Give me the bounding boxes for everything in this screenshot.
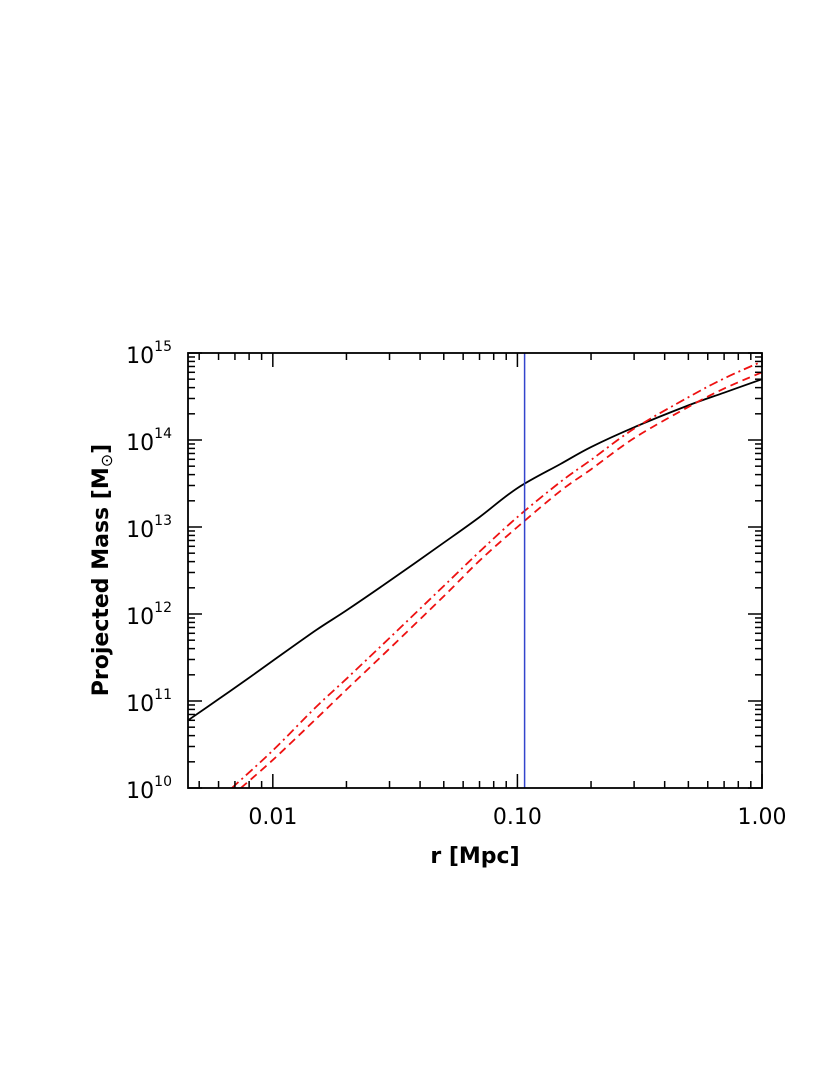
- y-tick-label: 1012: [126, 600, 172, 630]
- y-tick-exponent: 15: [154, 339, 172, 355]
- x-tick-label: 1.00: [738, 805, 787, 830]
- series-layer: [188, 360, 762, 788]
- y-tick-base: 10: [126, 605, 154, 630]
- series-line-solid: [188, 378, 762, 722]
- y-tick-label: 1010: [126, 774, 172, 804]
- series-line-dashdot: [231, 360, 762, 788]
- sun-symbol-icon: ⊙: [97, 454, 116, 467]
- y-tick-base: 10: [126, 344, 154, 369]
- y-axis-title: Projected Mass [M⊙]: [89, 444, 116, 696]
- x-tick-label: 0.10: [493, 805, 542, 830]
- y-tick-exponent: 14: [154, 426, 172, 442]
- y-tick-base: 10: [126, 779, 154, 804]
- series-line-dashed: [240, 371, 762, 788]
- y-tick-base: 10: [126, 692, 154, 717]
- y-axis-title-close: ]: [89, 444, 114, 454]
- y-tick-label: 1011: [126, 687, 172, 717]
- y-tick-label: 1014: [126, 426, 172, 456]
- y-tick-exponent: 10: [154, 774, 172, 790]
- x-axis-title: r [Mpc]: [430, 844, 519, 869]
- y-tick-label: 1015: [126, 339, 172, 369]
- y-tick-label: 1013: [126, 513, 172, 543]
- y-tick-exponent: 12: [154, 600, 172, 616]
- y-tick-exponent: 11: [154, 687, 172, 703]
- y-axis-title-main: Projected Mass [M: [89, 467, 114, 696]
- axes-layer: [187, 352, 763, 789]
- plot-frame: [187, 352, 763, 789]
- y-tick-exponent: 13: [154, 513, 172, 529]
- y-tick-base: 10: [126, 431, 154, 456]
- y-tick-base: 10: [126, 518, 154, 543]
- x-tick-label: 0.01: [248, 805, 297, 830]
